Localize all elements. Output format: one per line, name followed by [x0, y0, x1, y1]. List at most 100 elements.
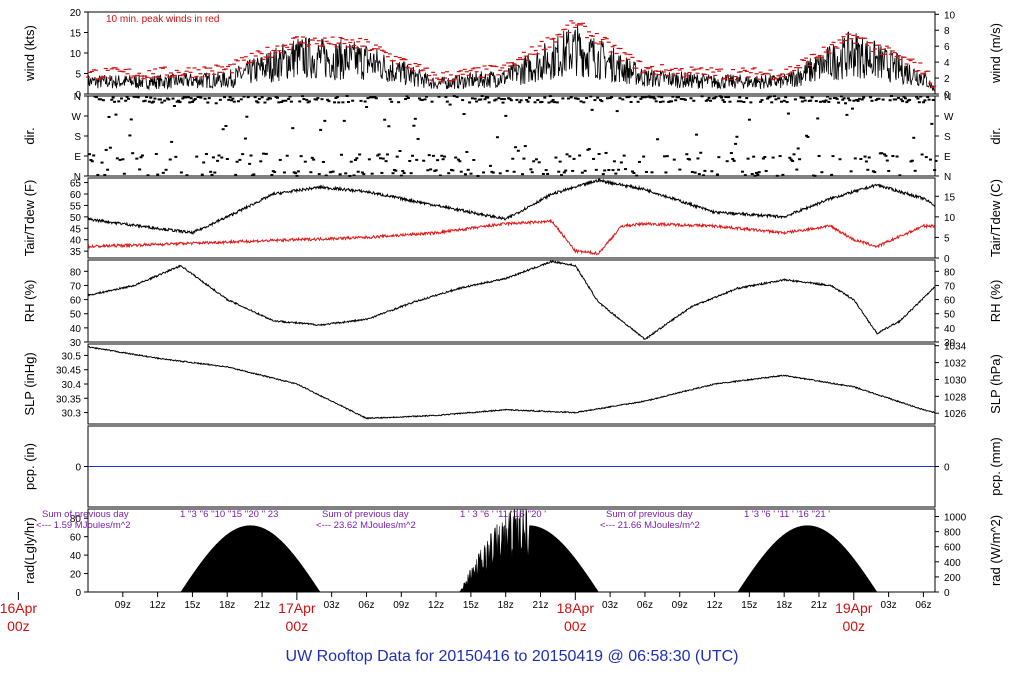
direction-point [583, 169, 587, 172]
direction-point [601, 173, 605, 176]
direction-point [885, 159, 889, 162]
direction-point [846, 97, 850, 100]
direction-point [671, 95, 675, 98]
y-tick-label: E [74, 152, 81, 163]
direction-point [820, 171, 824, 174]
direction-point [799, 96, 803, 99]
direction-point [384, 160, 388, 163]
direction-point [727, 96, 731, 99]
direction-point [864, 160, 868, 163]
direction-point [845, 113, 849, 116]
direction-point [320, 98, 324, 101]
direction-point [768, 95, 772, 98]
direction-point [770, 101, 774, 104]
direction-point [796, 147, 800, 150]
direction-point [837, 101, 841, 104]
direction-point [249, 154, 253, 157]
direction-point [480, 95, 484, 98]
direction-point [894, 98, 898, 101]
direction-point [482, 171, 486, 174]
direction-point [883, 153, 887, 156]
y-tick-label: 40 [70, 324, 82, 335]
direction-point [152, 100, 156, 103]
direction-point [654, 100, 658, 103]
direction-point [860, 98, 864, 101]
direction-point [720, 96, 724, 99]
y-tick-label: 5 [75, 70, 81, 81]
direction-point [294, 172, 298, 175]
direction-point [319, 128, 323, 131]
direction-point [922, 101, 926, 104]
direction-point [632, 172, 636, 175]
direction-point [259, 160, 263, 163]
peak-wind-annotation: 10 min. peak winds in red [106, 14, 219, 25]
x-tick-label: 06z [637, 600, 653, 611]
y-tick-label: N [74, 92, 81, 103]
direction-point [818, 100, 822, 103]
direction-point [126, 97, 130, 100]
y-tick-label: 30.35 [56, 394, 81, 405]
day-label: 17Apr [278, 600, 316, 616]
direction-point [676, 96, 680, 99]
direction-point [697, 173, 701, 176]
direction-point [619, 161, 623, 164]
x-tick-label: 09z [115, 600, 131, 611]
x-tick-label: 12z [150, 600, 166, 611]
direction-point [316, 97, 320, 100]
direction-point [554, 156, 558, 159]
direction-point [408, 160, 412, 163]
direction-point [135, 157, 139, 160]
y-axis-label-right: Tair/Tdew (C) [988, 179, 1003, 257]
hour-labels: 1 ''3 ''6 ''10 ''15 ''20 '' 23 [180, 509, 278, 520]
y-tick-label: W [72, 112, 82, 123]
y-tick-label: 40 [70, 236, 82, 247]
y-tick-label-right: 2 [944, 74, 950, 85]
y-tick-label: 30.3 [62, 409, 82, 420]
direction-point [225, 158, 229, 161]
direction-point [262, 152, 266, 155]
direction-point [443, 155, 447, 158]
direction-point [823, 100, 827, 103]
direction-point [902, 95, 906, 98]
direction-point [635, 174, 639, 177]
direction-point [204, 153, 208, 156]
direction-point [394, 169, 398, 172]
direction-point [360, 171, 364, 174]
direction-point [916, 97, 920, 100]
y-tick-label-right: N [944, 172, 951, 183]
direction-point [913, 169, 917, 172]
direction-point [99, 98, 103, 101]
panel-frame [87, 259, 936, 343]
y-tick-label: 30.5 [62, 351, 82, 362]
direction-point [429, 168, 433, 171]
direction-point [242, 95, 246, 98]
direction-point [145, 95, 149, 98]
direction-point [576, 97, 580, 100]
direction-point [210, 173, 214, 176]
direction-point [207, 97, 211, 100]
direction-point [803, 99, 807, 102]
direction-point [717, 156, 721, 159]
y-tick-label-right: 1032 [944, 359, 967, 370]
day-label: 18Apr [557, 600, 595, 616]
direction-point [128, 134, 132, 137]
direction-point [160, 101, 164, 104]
direction-point [562, 171, 566, 174]
y-tick-label-right: 0 [944, 254, 950, 265]
direction-point [367, 158, 371, 161]
direction-point [647, 95, 651, 98]
direction-point [798, 158, 802, 161]
x-tick-label: 21z [532, 600, 548, 611]
direction-point [728, 100, 732, 103]
x-tick-label: 21z [254, 600, 270, 611]
direction-point [640, 96, 644, 99]
direction-point [764, 169, 768, 172]
direction-point [763, 156, 767, 159]
direction-point [115, 157, 119, 160]
direction-point [289, 100, 293, 103]
direction-point [168, 158, 172, 161]
direction-point [750, 173, 754, 176]
direction-point [441, 158, 445, 161]
direction-point [438, 174, 442, 177]
